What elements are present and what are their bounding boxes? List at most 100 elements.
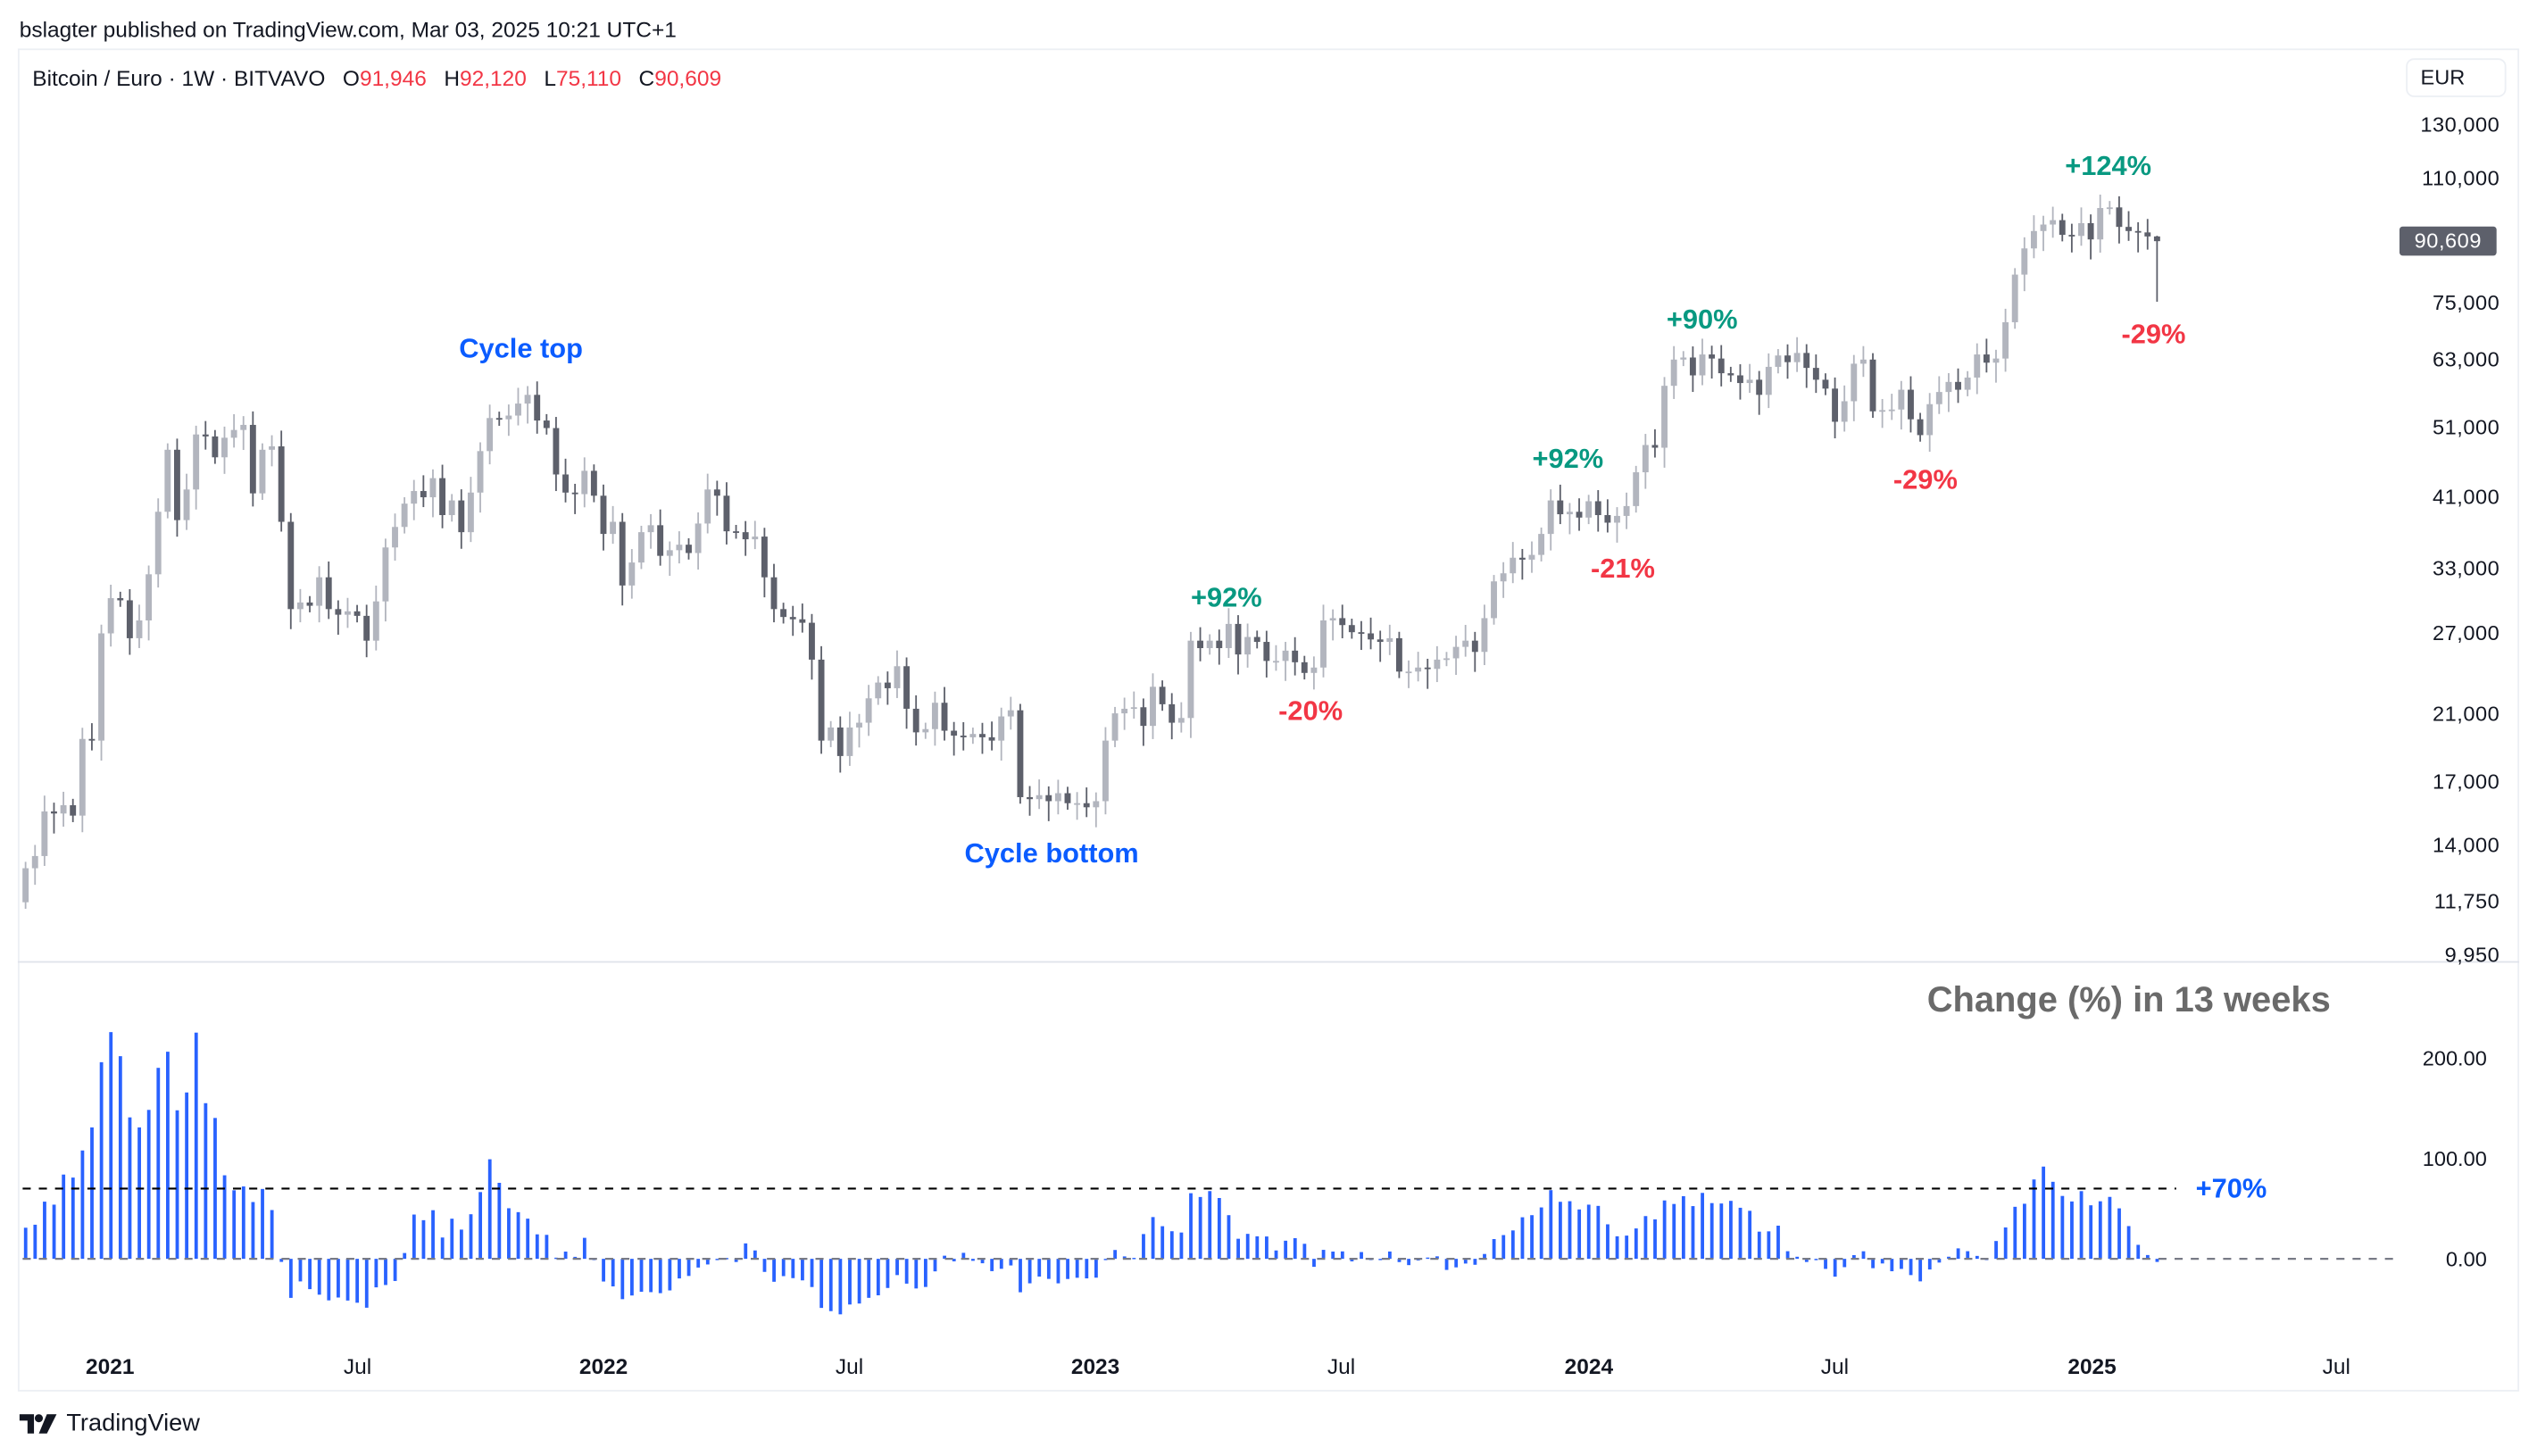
candle-body	[836, 727, 844, 756]
change-bar	[355, 1259, 360, 1303]
candle	[1898, 380, 1905, 430]
time-tick: 2024	[1564, 1354, 1614, 1379]
candle	[2106, 201, 2113, 215]
chart-annotation: -21%	[1590, 553, 1655, 585]
change-bar	[1483, 1253, 1486, 1260]
change-bar	[1151, 1217, 1155, 1260]
chart-annotation: Cycle bottom	[964, 837, 1139, 869]
candle-body	[610, 521, 617, 535]
candle-body	[183, 489, 190, 520]
candle	[1121, 697, 1128, 730]
candle-body	[543, 420, 550, 428]
candle	[372, 586, 379, 651]
candle-body	[628, 562, 636, 586]
candle-body	[2050, 220, 2057, 225]
change-bar	[175, 1110, 179, 1260]
candle	[836, 716, 844, 773]
candle-body	[1111, 713, 1119, 741]
change-bar	[469, 1214, 473, 1260]
change-bar	[1956, 1248, 1960, 1260]
candle-body	[1775, 355, 1782, 367]
candle-body	[230, 429, 237, 438]
candle-body	[1348, 625, 1355, 633]
change-bar	[1019, 1259, 1022, 1293]
reference-label: +70%	[2195, 1173, 2267, 1204]
candle	[1377, 630, 1384, 662]
candle-body	[1964, 377, 1971, 390]
candle-body	[1481, 618, 1488, 653]
candle	[2134, 221, 2142, 253]
candle-body	[1471, 640, 1478, 653]
change-bar	[1103, 1259, 1108, 1260]
candle	[240, 416, 247, 451]
candle	[1784, 344, 1791, 379]
candle	[1320, 604, 1327, 678]
tradingview-logo[interactable]: TradingView	[19, 1410, 200, 1437]
last-price-label: 90,609	[2399, 226, 2497, 256]
candle-body	[704, 489, 711, 524]
candle-body	[1633, 472, 1640, 506]
candle	[477, 442, 484, 513]
currency-button[interactable]: EUR	[2406, 58, 2507, 97]
candle-body	[809, 622, 815, 660]
candle	[88, 723, 96, 751]
price-tick: 33,000	[2432, 554, 2500, 580]
change-bar	[1463, 1259, 1468, 1264]
symbol-name[interactable]: Bitcoin / Euro · 1W · BITVAVO	[32, 66, 326, 91]
candle-body	[1064, 793, 1071, 803]
candle-body	[1216, 640, 1223, 649]
candle-body	[1329, 618, 1336, 621]
candle	[1263, 630, 1270, 678]
candle	[2040, 215, 2047, 252]
change-bar	[1909, 1259, 1913, 1276]
change-bar	[952, 1259, 956, 1261]
candle	[761, 528, 768, 598]
candle	[1273, 645, 1279, 671]
candle	[1983, 338, 1990, 373]
candle	[325, 562, 332, 620]
candle-body	[524, 395, 531, 404]
change-bar	[1284, 1240, 1288, 1260]
change-bar	[1426, 1257, 1430, 1260]
change-bar	[1473, 1259, 1477, 1265]
candle	[912, 695, 919, 746]
candle-body	[1822, 379, 1829, 389]
candle	[1955, 368, 1961, 404]
candle	[1102, 727, 1109, 815]
change-bar	[943, 1255, 947, 1260]
candle	[903, 657, 911, 729]
candle-body	[278, 446, 285, 522]
candle-body	[637, 532, 645, 563]
change-bar	[791, 1259, 795, 1278]
candle	[1765, 353, 1772, 409]
candle-body	[951, 730, 958, 736]
change-bar	[2070, 1201, 2074, 1260]
candle	[828, 720, 835, 747]
candle-body	[686, 545, 692, 553]
change-bar	[781, 1259, 786, 1277]
change-bar	[630, 1259, 634, 1296]
candle-body	[2097, 208, 2104, 240]
candle	[818, 645, 825, 754]
change-bar	[507, 1208, 511, 1260]
candle	[875, 676, 882, 705]
change-bar	[1890, 1259, 1894, 1272]
candle	[1074, 792, 1081, 820]
change-bar	[516, 1211, 520, 1260]
candle	[1225, 608, 1232, 659]
candle-body	[1917, 419, 1924, 436]
change-bar	[1833, 1259, 1837, 1277]
change-bar	[1387, 1251, 1392, 1260]
candle-body	[1510, 557, 1517, 574]
candle-body	[1273, 661, 1279, 663]
candle	[2059, 213, 2066, 242]
change-bar	[810, 1259, 814, 1287]
change-bar	[895, 1259, 899, 1276]
change-bar	[364, 1259, 369, 1308]
pane-separator[interactable]	[17, 961, 2520, 963]
candle-body	[846, 727, 853, 756]
candle	[1538, 527, 1545, 562]
change-bar	[1549, 1190, 1553, 1260]
change-bar	[1681, 1195, 1685, 1260]
